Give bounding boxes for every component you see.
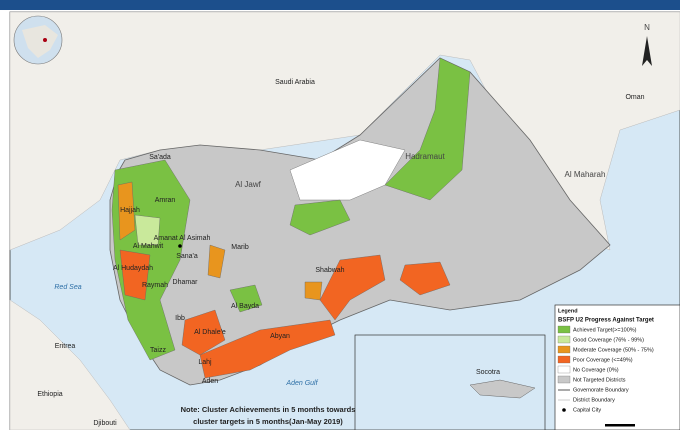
governorate-label: Hajjah (120, 207, 140, 214)
legend-subtitle: BSFP U2 Progress Against Target (558, 318, 654, 324)
governorate-label: Aden (202, 378, 218, 385)
governorate-label: Marib (231, 244, 249, 251)
governorate-label: Lahj (198, 359, 212, 366)
governorate-label: Amran (155, 197, 176, 204)
poor-area (119, 249, 151, 301)
legend: Legend BSFP U2 Progress Against Target A… (554, 304, 680, 430)
legend-box (554, 304, 680, 430)
legend-item: Good Coverage (76% - 99%) (573, 337, 644, 343)
country-label: Ethiopia (37, 391, 62, 398)
governorate-label: Raymah (142, 282, 168, 289)
governorate-label: Al Maharah (565, 170, 606, 179)
good-area (134, 214, 161, 246)
legend-item: Achieved Target(>=100%) (573, 327, 637, 333)
scale-bar (605, 424, 635, 427)
globe-marker (43, 38, 47, 42)
socotra-island (469, 379, 536, 399)
note-line: Note: Cluster Achievements in 5 months t… (181, 405, 356, 414)
governorate-label: Al Hudaydah (113, 265, 153, 272)
country-label: Saudi Arabia (275, 79, 315, 86)
legend-item: No Coverage (0%) (573, 367, 619, 373)
achieved-area (289, 199, 351, 236)
no-coverage-area (289, 139, 406, 201)
socotra-inset (354, 334, 546, 430)
governorate-label: Al Jawf (235, 180, 262, 189)
africa-land (9, 299, 131, 430)
compass-arrow (642, 36, 652, 66)
governorate-label: Ibb (175, 315, 185, 322)
sea-label: Red Sea (54, 284, 81, 291)
poor-area (181, 309, 226, 356)
legend-swatch (557, 325, 571, 334)
legend-item: Not Targeted Districts (573, 377, 626, 383)
legend-swatch (557, 345, 571, 354)
top-banner (0, 0, 680, 10)
governorate-label: Abyan (270, 333, 290, 340)
governorate-label: Hadramaut (405, 152, 445, 161)
governorate-label: Dhamar (173, 279, 199, 286)
legend-item: Poor Coverage (<=49%) (573, 357, 633, 363)
governorate-label: Amanat Al Asimah (154, 235, 211, 242)
achieved-area (229, 284, 263, 313)
moderate-area (207, 244, 226, 279)
governorate-label: Sa'ada (149, 154, 171, 161)
governorate-label: Al Mahwit (133, 243, 163, 250)
legend-symbol (562, 408, 566, 412)
legend-title: Legend (558, 308, 578, 314)
legend-swatch (557, 355, 571, 364)
poor-area (199, 319, 336, 379)
governorate-label: Sana'a (176, 253, 198, 260)
moderate-area (117, 181, 136, 241)
neighbor-land (9, 11, 680, 251)
sea-label: Aden Gulf (285, 380, 318, 387)
governorate-label: Al Bayda (231, 303, 259, 310)
country-label: Djibouti (93, 420, 117, 427)
legend-item: Moderate Coverage (50% - 75%) (573, 347, 654, 353)
legend-swatch (557, 365, 571, 374)
legend-item: Capital City (573, 407, 601, 413)
globe-land (22, 25, 58, 58)
moderate-area (304, 281, 323, 301)
note-line: cluster targets in 5 months(Jan-May 2019… (193, 417, 343, 426)
country-label: Eritrea (55, 343, 76, 350)
capital-city (178, 244, 182, 248)
governorate-label: Al Dhale'e (194, 329, 226, 336)
governorate-label: Taizz (150, 347, 166, 354)
governorate-label: Shabwah (315, 267, 344, 274)
country-label: Oman (625, 94, 644, 101)
compass-label: N (644, 23, 650, 32)
legend-item: Governorate Boundary (573, 387, 629, 393)
poor-area (399, 261, 451, 296)
inset-label: Socotra (476, 369, 500, 376)
achieved-area (384, 57, 471, 201)
legend-swatch (557, 375, 571, 384)
legend-item: District Boundary (573, 397, 615, 403)
legend-swatch (557, 335, 571, 344)
